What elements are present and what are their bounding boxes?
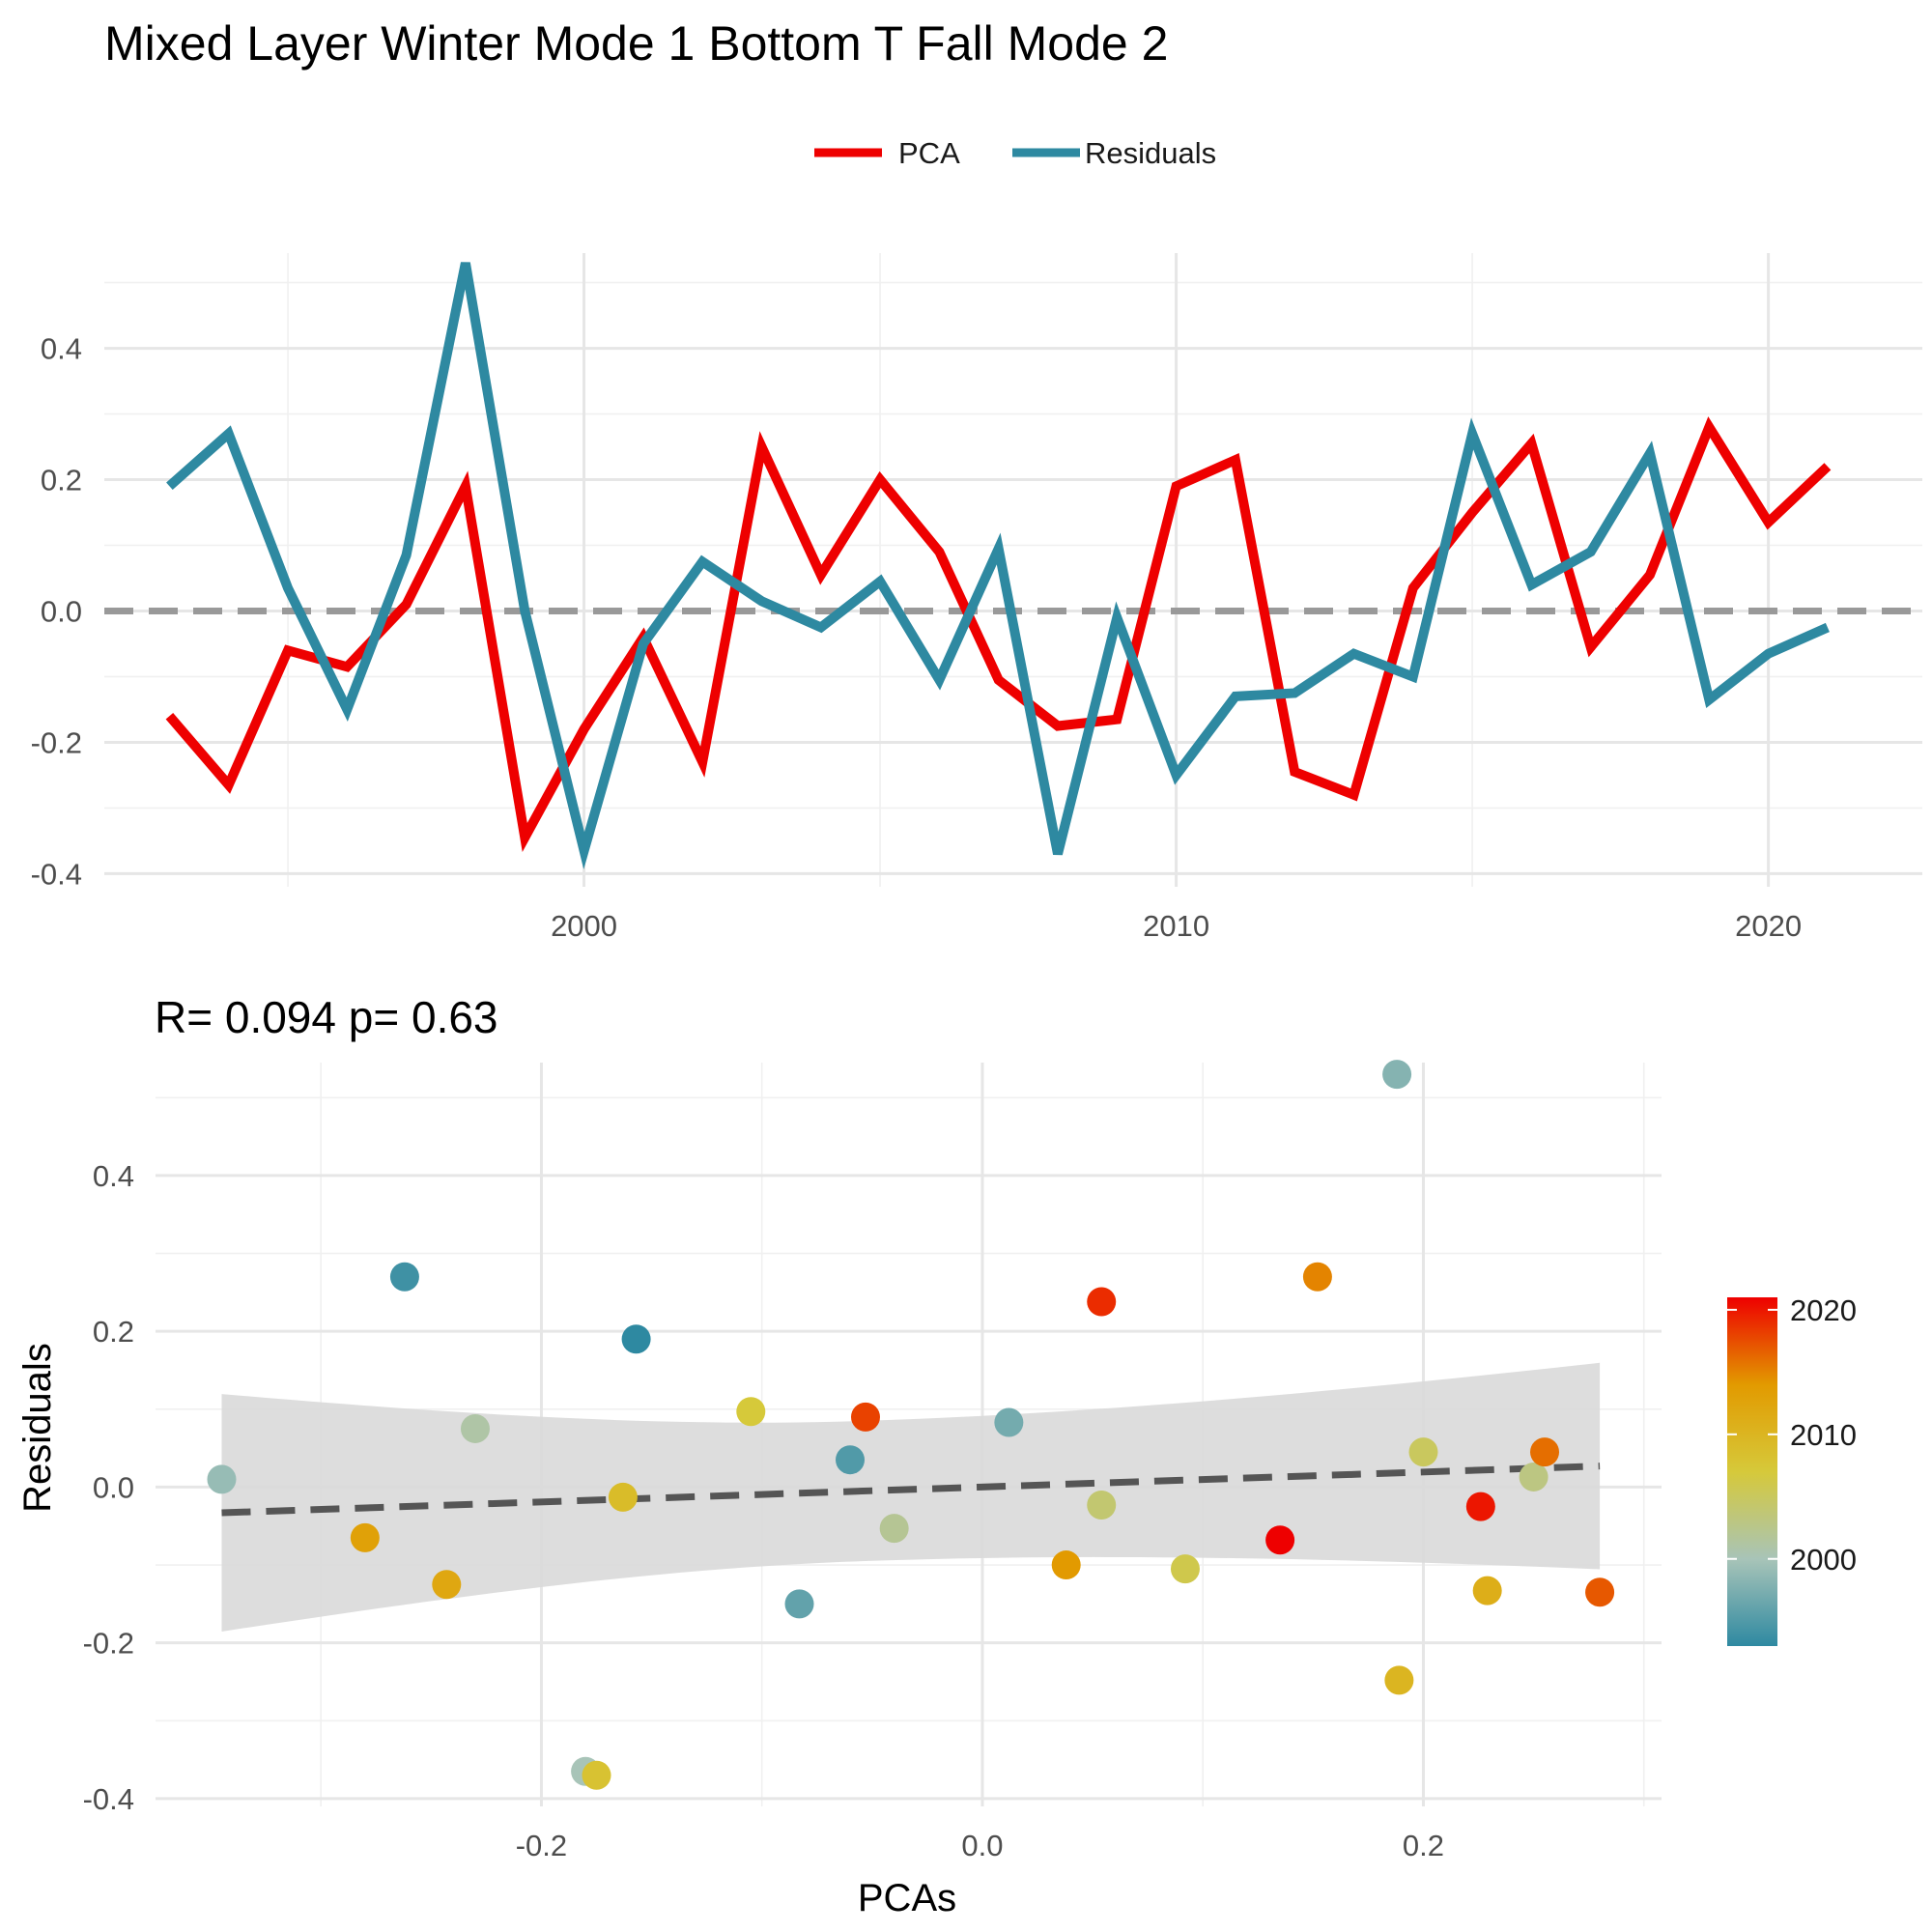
colorbar-tick-label: 2010 (1790, 1418, 1857, 1452)
y-tick-label: 0.2 (93, 1315, 134, 1349)
y-tick-label: 0.2 (41, 464, 82, 497)
chart-title: Mixed Layer Winter Mode 1 Bottom T Fall … (104, 16, 1168, 71)
x-axis-title: PCAs (858, 1877, 956, 1919)
x-tick-label: 2000 (551, 909, 617, 943)
scatter-point (621, 1324, 651, 1354)
y-tick-label: 0.0 (93, 1470, 134, 1504)
x-tick-label: 2020 (1735, 909, 1802, 943)
series-line-residuals (166, 262, 1830, 870)
scatter-point (608, 1482, 638, 1512)
y-tick-label: -0.2 (83, 1627, 134, 1661)
y-tick-label: 0.0 (41, 594, 82, 628)
scatter-point (207, 1464, 237, 1494)
scatter-point (1051, 1550, 1081, 1580)
scatter-point (1302, 1262, 1332, 1292)
scatter-point (1087, 1287, 1117, 1317)
scatter-title: R= 0.094 p= 0.63 (155, 992, 498, 1042)
scatter-point (350, 1522, 380, 1552)
y-tick-label: -0.2 (31, 725, 82, 759)
timeseries-x-tick-labels: 2000 2010 2020 (551, 909, 1802, 943)
timeseries-panel: -0.4 -0.2 0.0 0.2 0.4 2000 2010 2020 (31, 253, 1922, 943)
scatter-point (1519, 1462, 1548, 1492)
scatter-point (1585, 1577, 1615, 1607)
scatter-point (432, 1570, 462, 1600)
x-tick-label: -0.2 (516, 1829, 567, 1862)
scatter-point (1472, 1576, 1502, 1605)
legend-label-residuals: Residuals (1085, 136, 1216, 170)
scatter-point (389, 1262, 419, 1292)
scatter-point (850, 1402, 880, 1432)
legend-label-pca: PCA (898, 136, 960, 170)
scatter-point (582, 1760, 611, 1790)
scatter-point (1408, 1437, 1438, 1467)
y-tick-label: 0.4 (93, 1159, 134, 1193)
y-tick-label: 0.4 (41, 332, 82, 366)
colorbar-tick-label: 2020 (1790, 1293, 1857, 1327)
confidence-band-area (221, 1362, 1601, 1632)
x-tick-label: 2010 (1143, 909, 1209, 943)
confidence-band (221, 1362, 1601, 1632)
scatter-point (836, 1445, 866, 1475)
timeseries-y-tick-labels: -0.4 -0.2 0.0 0.2 0.4 (31, 332, 82, 892)
scatter-point (736, 1397, 766, 1427)
scatter-point (1265, 1525, 1295, 1555)
series-line-pca (165, 416, 1832, 853)
colorbar-ticks: 2000 2010 2020 (1727, 1293, 1857, 1577)
scatter-x-tick-labels: -0.2 0.0 0.2 (516, 1829, 1444, 1862)
legend: PCA Residuals (814, 136, 1216, 170)
scatter-point (1530, 1437, 1560, 1467)
fit-line (221, 1463, 1601, 1517)
y-tick-label: -0.4 (83, 1782, 134, 1816)
timeseries-lines (165, 262, 1832, 870)
scatter-point (460, 1413, 490, 1443)
scatter-points (207, 1060, 1615, 1790)
colorbar-tick-label: 2000 (1790, 1543, 1857, 1577)
scatter-point (1465, 1492, 1495, 1521)
scatter-panel: -0.4 -0.2 0.0 0.2 0.4 -0.2 0.0 0.2 (83, 1060, 1662, 1862)
scatter-point (1170, 1554, 1200, 1584)
regression-line (221, 1463, 1601, 1517)
scatter-point (879, 1514, 909, 1544)
x-tick-label: 0.2 (1403, 1829, 1444, 1862)
scatter-point (994, 1407, 1024, 1437)
colorbar-gradient (1727, 1297, 1777, 1646)
y-axis-title: Residuals (16, 1343, 59, 1513)
scatter-y-tick-labels: -0.4 -0.2 0.0 0.2 0.4 (83, 1159, 134, 1816)
y-tick-label: -0.4 (31, 857, 82, 891)
scatter-point (1384, 1665, 1414, 1695)
x-tick-label: 0.0 (961, 1829, 1003, 1862)
scatter-point (1087, 1490, 1117, 1520)
scatter-point (1382, 1060, 1412, 1090)
colorbar: 2000 2010 2020 (1727, 1293, 1857, 1646)
scatter-point (784, 1589, 814, 1619)
